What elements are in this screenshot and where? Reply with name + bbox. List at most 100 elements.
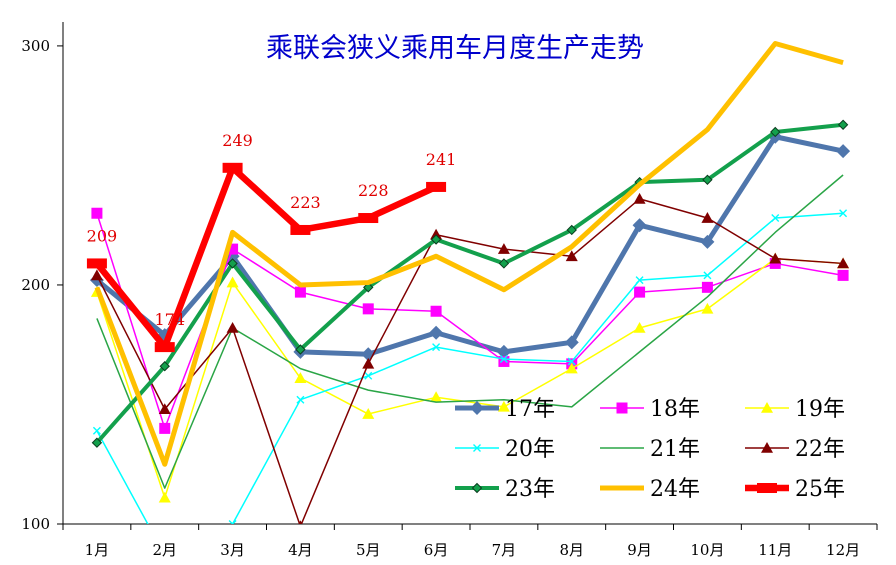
point-marker (294, 372, 307, 383)
point-marker (702, 174, 713, 185)
point-marker (226, 276, 239, 288)
point-marker (837, 119, 849, 130)
chart-title: 乘联会狭义乘用车月度生产走势 (266, 33, 644, 64)
point-marker (296, 395, 305, 404)
legend-item: 24年 (600, 477, 700, 502)
legend-label: 24年 (650, 477, 700, 502)
legend-label: 25年 (795, 477, 845, 502)
point-marker (616, 402, 628, 414)
point-marker (633, 321, 646, 333)
x-tick-label: 12月 (826, 541, 860, 559)
legend-item: 17年 (455, 397, 555, 422)
point-marker (362, 303, 374, 315)
point-marker (757, 483, 777, 493)
point-marker (432, 343, 441, 352)
point-marker (90, 269, 103, 281)
data-label: 241 (426, 150, 457, 169)
x-tick-label: 2月 (152, 541, 177, 559)
point-marker (473, 444, 481, 452)
point-marker (154, 342, 175, 353)
point-marker (771, 214, 780, 223)
point-marker (564, 335, 579, 350)
point-marker (498, 355, 510, 367)
point-marker (358, 213, 379, 224)
point-marker (761, 442, 773, 453)
series-line (94, 164, 438, 351)
x-tick-label: 3月 (220, 541, 245, 559)
y-tick-label: 200 (21, 276, 50, 294)
x-tick-label: 1月 (85, 541, 110, 559)
point-marker (364, 371, 373, 380)
point-marker (498, 258, 510, 269)
point-marker (226, 321, 239, 333)
point-marker (836, 144, 851, 159)
point-marker (227, 243, 239, 255)
y-tick-label: 300 (21, 37, 50, 55)
data-label: 228 (358, 181, 389, 200)
point-marker (761, 402, 773, 413)
point-marker (770, 126, 781, 138)
point-marker (91, 437, 103, 448)
series-line (94, 41, 844, 467)
series-24年 (94, 41, 844, 467)
data-label: 223 (290, 193, 321, 212)
point-marker (430, 234, 442, 245)
point-marker (634, 286, 646, 298)
point-marker (159, 361, 170, 372)
legend: 17年 18年 19年 20年 21年 22年 23年 24年 25年 (455, 397, 845, 502)
point-marker (839, 209, 848, 218)
series-line (96, 174, 844, 489)
legend-label: 19年 (795, 397, 845, 422)
point-marker (565, 362, 578, 374)
legend-item: 20年 (455, 437, 555, 462)
point-marker (91, 207, 103, 219)
legend-label: 23年 (505, 477, 555, 502)
point-marker (567, 357, 576, 366)
point-marker (158, 403, 171, 415)
legend-item: 25年 (745, 477, 845, 502)
point-marker (471, 482, 483, 494)
point-marker (222, 162, 243, 173)
legend-item: 21年 (600, 437, 700, 462)
point-marker (294, 286, 306, 298)
y-tick-label: 100 (21, 515, 50, 533)
series-line (96, 198, 844, 524)
point-marker (86, 258, 107, 269)
legend-item: 23年 (455, 477, 555, 502)
point-marker (565, 250, 578, 262)
x-tick-label: 8月 (559, 541, 584, 559)
point-marker (632, 218, 647, 233)
legend-label: 18年 (650, 397, 700, 422)
legend-label: 20年 (505, 437, 555, 462)
point-marker (430, 305, 442, 317)
x-tick-label: 7月 (492, 541, 517, 559)
series-layer (86, 41, 851, 524)
legend-label: 22年 (795, 437, 845, 462)
point-marker (159, 422, 171, 434)
point-marker (430, 391, 443, 403)
x-tick-label: 6月 (424, 541, 449, 559)
series-21年 (96, 174, 844, 489)
x-tick-label: 5月 (356, 541, 381, 559)
series-25年 (86, 162, 447, 353)
legend-item: 19年 (745, 397, 845, 422)
point-marker (430, 228, 443, 240)
point-marker (426, 181, 447, 192)
series-line (96, 212, 844, 524)
point-marker (635, 276, 644, 285)
point-marker (837, 269, 849, 281)
point-marker (295, 344, 306, 355)
data-label: 174 (154, 310, 185, 329)
legend-item: 22年 (745, 437, 845, 462)
point-marker (290, 224, 311, 235)
point-marker (837, 257, 850, 269)
series-22年 (90, 192, 850, 524)
data-label: 249 (222, 131, 253, 150)
point-marker (566, 224, 577, 236)
series-20年 (92, 209, 848, 524)
point-marker (703, 271, 712, 280)
point-marker (362, 408, 375, 419)
point-marker (158, 491, 171, 503)
series-line (95, 122, 844, 445)
